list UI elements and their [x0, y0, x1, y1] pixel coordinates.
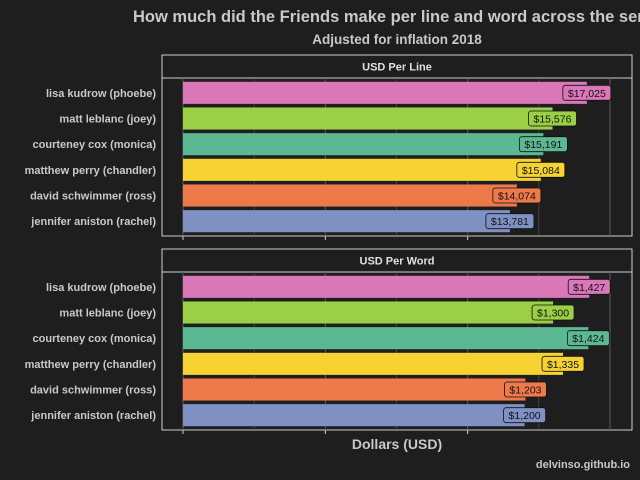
category-label: matthew perry (chandler): [25, 165, 157, 177]
data-label-box: [566, 330, 610, 347]
bar: [183, 184, 517, 207]
data-label-box: [492, 187, 542, 204]
category-label: david schwimmer (ross): [30, 191, 156, 203]
bar: [183, 133, 544, 156]
data-label: $1,203: [509, 385, 541, 397]
data-label: $14,074: [498, 191, 536, 203]
panel-strip-title: USD Per Line: [362, 62, 432, 74]
panel-border: [161, 271, 633, 431]
data-label-box: [562, 84, 612, 101]
panel-usd-per-word: USD Per Word lisa kudrow (phoebe) $1,427 ma…: [25, 248, 633, 434]
data-label-box: [485, 213, 535, 230]
chart-title: How much did the Friends make per line a…: [133, 8, 640, 26]
chart-subtitle: Adjusted for inflation 2018: [312, 32, 482, 47]
bar: [183, 275, 590, 298]
category-label: matt leblanc (joey): [59, 308, 156, 320]
category-label: jennifer aniston (rachel): [30, 216, 156, 228]
data-label: $1,300: [537, 308, 569, 320]
category-label: lisa kudrow (phoebe): [46, 88, 156, 100]
panel-usd-per-line: USD Per Line lisa kudrow (phoebe) $17,025 m…: [25, 54, 633, 240]
caption: delvinso.github.io: [536, 459, 630, 471]
bar: [183, 210, 510, 233]
bar: [183, 301, 554, 324]
data-label: $17,025: [568, 88, 606, 100]
x-axis-label: Dollars (USD): [352, 436, 442, 452]
bar: [183, 81, 587, 104]
data-label: $1,424: [572, 333, 604, 345]
data-label-box: [541, 355, 585, 372]
data-label-box: [516, 161, 566, 178]
category-label: matthew perry (chandler): [25, 359, 157, 371]
data-label-box: [518, 136, 568, 153]
bar: [183, 107, 553, 130]
data-label-box: [531, 304, 575, 321]
data-label: $15,191: [524, 139, 562, 151]
category-label: courteney cox (monica): [33, 139, 157, 151]
data-label-box: [504, 381, 547, 398]
category-label: david schwimmer (ross): [30, 385, 156, 397]
data-label: $1,200: [509, 410, 541, 422]
data-label-box: [567, 278, 611, 295]
category-label: matt leblanc (joey): [59, 114, 156, 126]
bar: [183, 404, 525, 427]
bar: [183, 327, 589, 350]
facet-panels: USD Per Line lisa kudrow (phoebe) $17,025 m…: [25, 54, 633, 434]
bar: [183, 158, 541, 181]
data-label: $1,427: [573, 282, 605, 294]
category-label: lisa kudrow (phoebe): [46, 282, 156, 294]
data-label-box: [528, 110, 577, 127]
data-label: $1,335: [547, 359, 579, 371]
bar: [183, 378, 526, 401]
data-label: $15,084: [522, 165, 560, 177]
category-label: jennifer aniston (rachel): [30, 410, 156, 422]
panel-border: [161, 77, 633, 237]
data-label-box: [503, 407, 547, 424]
bar: [183, 352, 564, 375]
panel-strip-title: USD Per Word: [360, 256, 435, 268]
category-label: courteney cox (monica): [33, 333, 157, 345]
data-label: $13,781: [491, 216, 529, 228]
data-label: $15,576: [534, 114, 572, 126]
